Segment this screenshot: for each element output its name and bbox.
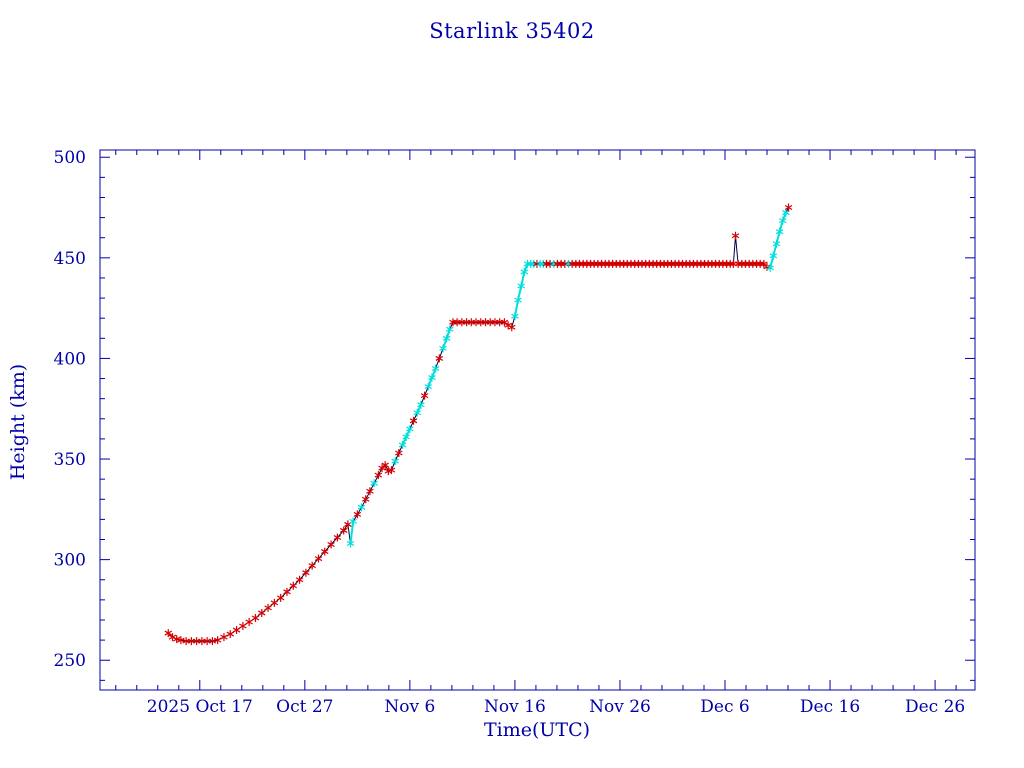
x-tick-label: Nov 16 bbox=[484, 697, 546, 717]
data-point-marker bbox=[731, 231, 740, 240]
data-point-marker bbox=[395, 448, 403, 457]
y-tick-label: 350 bbox=[54, 450, 86, 470]
y-tick-label: 300 bbox=[54, 551, 86, 571]
data-point-marker bbox=[772, 239, 781, 248]
data-point-marker bbox=[442, 334, 451, 343]
data-point-marker bbox=[381, 461, 389, 470]
data-point-marker bbox=[500, 318, 509, 327]
data-point-marker bbox=[289, 581, 298, 590]
data-point-marker bbox=[523, 259, 532, 268]
data-point-marker bbox=[508, 323, 516, 332]
data-point-marker bbox=[251, 613, 260, 622]
data-point-marker bbox=[232, 626, 241, 635]
data-point-marker bbox=[172, 635, 181, 644]
data-point-marker bbox=[420, 391, 429, 400]
data-point-marker bbox=[760, 259, 768, 268]
x-tick-label: Nov 6 bbox=[384, 697, 435, 717]
data-point-marker bbox=[775, 227, 784, 236]
x-tick-label: Dec 6 bbox=[700, 697, 749, 717]
data-point-marker bbox=[374, 471, 383, 480]
data-point-marker bbox=[435, 354, 444, 363]
data-point-marker bbox=[511, 312, 519, 321]
data-point-marker bbox=[226, 630, 235, 639]
data-point-marker bbox=[321, 547, 329, 556]
data-point-marker bbox=[270, 598, 279, 607]
y-axis-label: Height (km) bbox=[7, 364, 29, 480]
data-point-marker bbox=[370, 479, 378, 488]
y-tick-label: 500 bbox=[54, 148, 86, 168]
data-point-marker bbox=[514, 296, 522, 305]
y-tick-label: 250 bbox=[54, 651, 86, 671]
x-tick-label: 2025 Oct 17 bbox=[147, 697, 253, 717]
data-point-marker bbox=[517, 282, 525, 291]
maneuver-segment bbox=[442, 337, 448, 349]
plot-content: 250 300 350 400 450 500 2025 Oct 17 Oct 27 Nov 6… bbox=[54, 148, 976, 717]
data-point-marker bbox=[333, 533, 342, 542]
data-point-marker bbox=[766, 263, 774, 272]
data-point-marker bbox=[357, 503, 366, 512]
data-point-marker bbox=[417, 400, 425, 409]
data-point-marker bbox=[424, 382, 433, 391]
data-point-marker bbox=[245, 617, 253, 626]
data-point-marker bbox=[308, 561, 316, 570]
height-line bbox=[167, 207, 790, 642]
data-point-marker bbox=[413, 408, 421, 417]
data-point-marker bbox=[276, 593, 285, 602]
data-point-marker bbox=[446, 325, 454, 334]
maneuver-segment bbox=[416, 404, 422, 414]
data-point-marker bbox=[258, 608, 266, 617]
data-point-marker bbox=[283, 587, 291, 596]
data-point-marker bbox=[387, 466, 396, 475]
y-tick-label: 450 bbox=[54, 249, 86, 269]
data-point-marker bbox=[353, 510, 362, 519]
data-point-marker bbox=[361, 495, 370, 504]
maneuver-segment bbox=[431, 368, 437, 378]
data-point-marker bbox=[213, 636, 222, 645]
data-point-marker bbox=[428, 373, 436, 382]
data-point-marker bbox=[539, 259, 548, 268]
y-tick-label: 400 bbox=[54, 349, 86, 369]
data-point-marker bbox=[431, 364, 440, 373]
data-point-marker bbox=[784, 203, 793, 212]
data-point-marker bbox=[530, 259, 538, 268]
x-tick-label: Oct 27 bbox=[276, 697, 333, 717]
data-point-marker bbox=[526, 259, 535, 268]
data-point-marker bbox=[439, 344, 447, 353]
data-point-marker bbox=[391, 457, 399, 466]
data-point-marker bbox=[349, 517, 357, 526]
data-point-marker bbox=[533, 259, 541, 268]
plot-frame bbox=[99, 149, 976, 691]
data-point-marker bbox=[220, 633, 228, 642]
chart-title: Starlink 35402 bbox=[429, 19, 595, 43]
maneuver-segment bbox=[401, 436, 408, 446]
data-point-marker bbox=[164, 629, 173, 638]
maneuver-segment bbox=[427, 377, 433, 387]
data-point-marker bbox=[295, 575, 304, 584]
data-point-marker bbox=[406, 424, 414, 433]
data-point-marker bbox=[378, 464, 386, 473]
data-point-marker bbox=[302, 568, 310, 577]
data-point-marker bbox=[409, 416, 418, 425]
x-tick-label: Dec 16 bbox=[800, 697, 860, 717]
data-point-marker bbox=[346, 539, 355, 548]
x-axis-label: Time(UTC) bbox=[484, 719, 590, 741]
data-point-marker bbox=[520, 267, 529, 276]
data-point-marker bbox=[769, 251, 778, 260]
data-point-marker bbox=[726, 259, 735, 268]
data-point-marker bbox=[779, 216, 787, 225]
x-tick-label: Dec 26 bbox=[905, 697, 965, 717]
data-point-marker bbox=[402, 432, 410, 441]
data-point-marker bbox=[536, 259, 544, 268]
data-point-marker bbox=[366, 487, 374, 496]
data-point-marker bbox=[314, 554, 323, 563]
data-point-marker bbox=[339, 526, 348, 535]
data-point-marker bbox=[327, 540, 335, 549]
data-point-marker bbox=[239, 622, 247, 631]
x-tick-label: Nov 26 bbox=[589, 697, 651, 717]
maneuver-segment bbox=[405, 428, 411, 438]
data-point-marker bbox=[264, 603, 272, 612]
data-point-marker bbox=[398, 440, 407, 449]
